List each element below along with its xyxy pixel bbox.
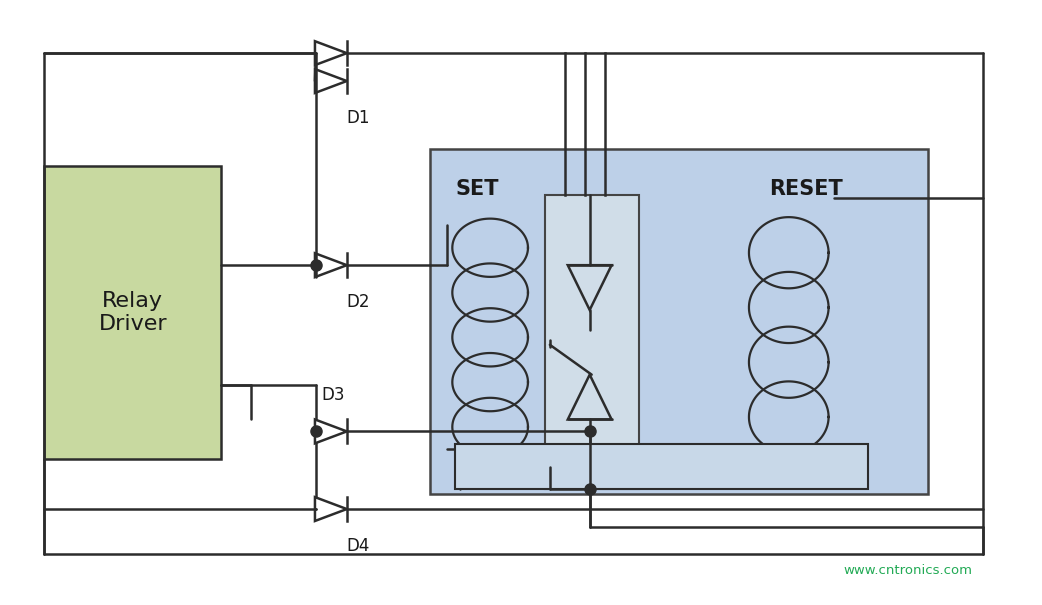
Bar xyxy=(545,195,640,489)
Text: www.cntronics.com: www.cntronics.com xyxy=(844,564,973,577)
Text: SET: SET xyxy=(455,178,499,198)
Text: D1: D1 xyxy=(347,109,370,127)
Bar xyxy=(430,149,928,494)
Text: D3: D3 xyxy=(321,385,345,404)
Bar xyxy=(455,444,868,489)
Text: D4: D4 xyxy=(347,537,370,555)
Bar xyxy=(44,166,221,459)
Text: Relay
Driver: Relay Driver xyxy=(99,291,167,334)
Text: RESET: RESET xyxy=(769,178,843,198)
Text: D2: D2 xyxy=(347,293,370,311)
